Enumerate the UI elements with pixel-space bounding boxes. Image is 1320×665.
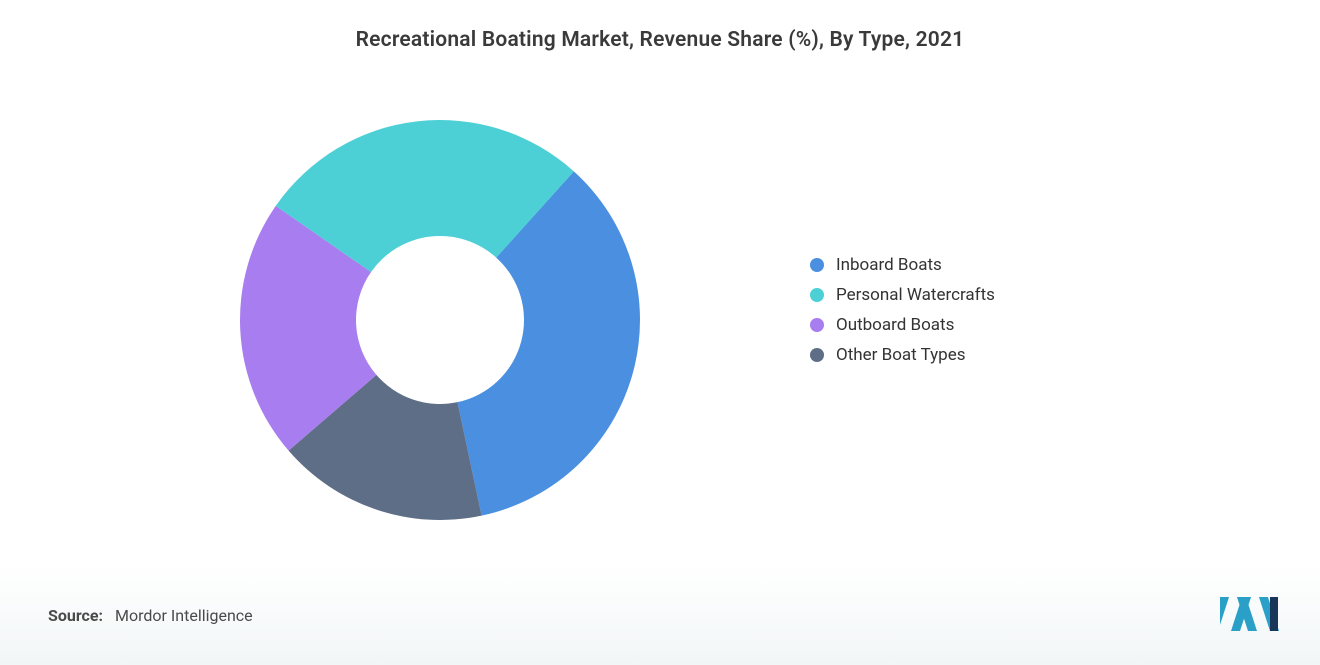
legend-marker [810,288,824,302]
chart-title: Recreational Boating Market, Revenue Sha… [0,0,1320,52]
legend-label: Other Boat Types [836,345,966,365]
source-label: Source: [48,606,103,625]
legend-item: Other Boat Types [810,345,995,365]
legend-label: Inboard Boats [836,255,942,275]
legend-item: Personal Watercrafts [810,285,995,305]
source-attribution: Source: Mordor Intelligence [48,606,253,625]
source-text: Mordor Intelligence [115,606,253,625]
brand-logo [1220,591,1280,633]
donut-chart [220,100,660,540]
legend: Inboard Boats Personal Watercrafts Outboar… [810,255,995,375]
legend-marker [810,318,824,332]
legend-label: Outboard Boats [836,315,954,335]
legend-marker [810,258,824,272]
legend-marker [810,348,824,362]
legend-item: Outboard Boats [810,315,995,335]
chart-container: Recreational Boating Market, Revenue Sha… [0,0,1320,665]
legend-item: Inboard Boats [810,255,995,275]
legend-label: Personal Watercrafts [836,285,995,305]
chart-area: Inboard Boats Personal Watercrafts Outboar… [0,70,1320,570]
